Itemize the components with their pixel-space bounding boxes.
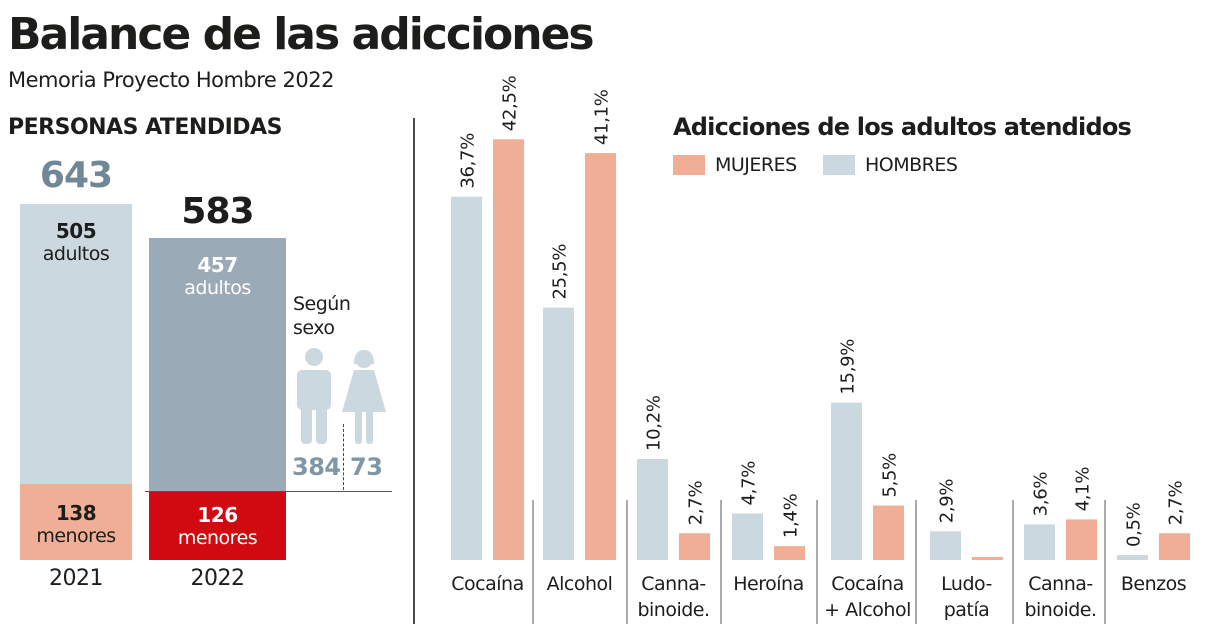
- segun-sexo-label: Según sexo: [293, 292, 351, 340]
- category-label: Cocaína: [451, 573, 523, 595]
- sexo-dashed-divider: [343, 424, 344, 490]
- bar-mujeres-0: [493, 139, 524, 560]
- value-label-mujeres-7: 2,7%: [1166, 481, 1187, 526]
- chart-title: Adicciones de los adultos atendidos: [673, 113, 1132, 141]
- value-label-mujeres-4: 5,5%: [880, 453, 901, 498]
- personas-section-title: PERSONAS ATENDIDAS: [8, 115, 282, 140]
- value-label-hombres-3: 4,7%: [739, 461, 760, 506]
- bar-hombres-7: [1117, 555, 1148, 560]
- category-label: binoide.: [1024, 599, 1096, 621]
- value-label-hombres-6: 3,6%: [1031, 472, 1052, 517]
- year-2022: 2022: [190, 566, 246, 591]
- value-label-mujeres-2: 2,7%: [686, 481, 707, 526]
- menores-2022-label: 126 menores: [149, 504, 286, 550]
- adult-minor-separator: [145, 491, 392, 492]
- value-label-hombres-0: 36,7%: [458, 133, 479, 189]
- bar-hombres-2: [637, 459, 668, 560]
- adultos-2022-label: 457 adultos: [149, 254, 286, 300]
- bar-hombres-0: [451, 196, 482, 561]
- adultos-2022-value: 457: [197, 253, 238, 277]
- bar-adultos-2021: 505 adultos: [20, 204, 132, 484]
- bar-mujeres-1: [585, 153, 616, 561]
- bar-adultos-2022: 457 adultos: [149, 238, 286, 492]
- value-label-hombres-7: 0,5%: [1124, 502, 1145, 547]
- value-label-mujeres-0: 42,5%: [500, 75, 521, 131]
- infographic-subtitle: Memoria Proyecto Hombre 2022: [8, 68, 334, 92]
- year-2021: 2021: [49, 566, 104, 591]
- menores-2021-value: 138: [55, 501, 97, 525]
- total-2022: 583: [181, 191, 254, 232]
- value-label-hombres-1: 25,5%: [550, 244, 571, 300]
- legend-swatch-hombres: [823, 155, 855, 175]
- bar-mujeres-5: [972, 557, 1003, 560]
- value-label-mujeres-3: 1,4%: [781, 493, 802, 538]
- value-label-mujeres-1: 41,1%: [592, 89, 613, 145]
- bar-mujeres-2: [679, 533, 710, 560]
- legend-swatch-mujeres: [673, 155, 705, 175]
- segun-sexo-line1: Según: [293, 293, 351, 315]
- category-label: Alcohol: [547, 573, 613, 595]
- adultos-2021-value: 505: [55, 219, 97, 243]
- menores-2021-label: 138 menores: [20, 502, 132, 548]
- bar-mujeres-4: [873, 505, 904, 560]
- menores-2022-text: menores: [177, 527, 258, 549]
- menores-2022-value: 126: [197, 503, 238, 527]
- panel-divider: [413, 118, 415, 624]
- category-label: Canna-: [641, 573, 706, 595]
- total-2021: 643: [39, 155, 113, 196]
- infographic-title: Balance de las adicciones: [8, 9, 595, 60]
- value-label-hombres-2: 10,2%: [644, 395, 665, 451]
- category-label: + Alcohol: [824, 599, 911, 621]
- value-label-mujeres-6: 4,1%: [1073, 467, 1094, 512]
- bar-mujeres-6: [1066, 519, 1097, 560]
- legend-item-hombres: HOMBRES: [823, 153, 958, 177]
- bar-hombres-6: [1024, 524, 1055, 560]
- bar-menores-2021: 138 menores: [20, 484, 132, 560]
- legend-label-mujeres: MUJERES: [715, 154, 797, 176]
- bar-hombres-4: [831, 402, 862, 560]
- menores-2021-text: menores: [36, 525, 116, 547]
- bar-hombres-1: [543, 307, 574, 560]
- category-label: Canna-: [1028, 573, 1093, 595]
- value-label-hombres-5: 2,9%: [937, 479, 958, 524]
- legend-item-mujeres: MUJERES: [673, 153, 797, 177]
- female-person-icon: [342, 350, 386, 444]
- adultos-2022-text: adultos: [184, 277, 251, 299]
- segun-sexo-line2: sexo: [293, 317, 335, 339]
- bar-hombres-5: [930, 531, 961, 560]
- category-label: Heroína: [733, 573, 803, 595]
- bar-mujeres-3: [774, 546, 805, 560]
- bar-menores-2022: 126 menores: [149, 492, 286, 560]
- mujeres-count: 73: [350, 453, 383, 481]
- bar-mujeres-7: [1159, 533, 1190, 560]
- hombres-count: 384: [292, 453, 341, 481]
- category-label: Benzos: [1121, 573, 1186, 595]
- category-label: Cocaína: [831, 573, 903, 595]
- adultos-2021-label: 505 adultos: [20, 220, 132, 266]
- value-label-hombres-4: 15,9%: [838, 339, 859, 395]
- category-label: binoide.: [637, 599, 709, 621]
- category-label: Ludo-: [941, 573, 992, 595]
- male-person-icon: [297, 348, 331, 444]
- bar-hombres-3: [732, 513, 763, 560]
- legend-label-hombres: HOMBRES: [865, 154, 958, 176]
- adultos-2021-text: adultos: [42, 243, 110, 265]
- category-label: patía: [944, 599, 990, 621]
